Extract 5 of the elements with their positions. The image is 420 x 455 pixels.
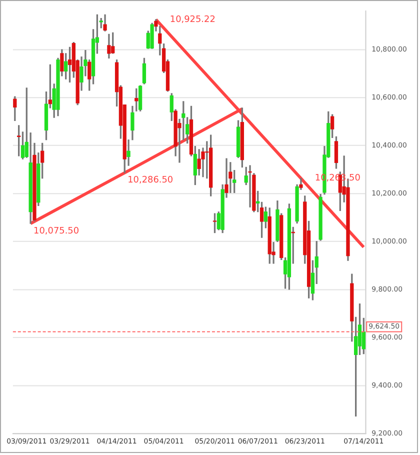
- data-label: 10,925.22: [170, 14, 216, 25]
- candlestick: [126, 140, 130, 166]
- candlestick: [248, 165, 252, 208]
- data-label: 10,286.50: [128, 176, 174, 186]
- data-label: 10,075.50: [34, 226, 80, 236]
